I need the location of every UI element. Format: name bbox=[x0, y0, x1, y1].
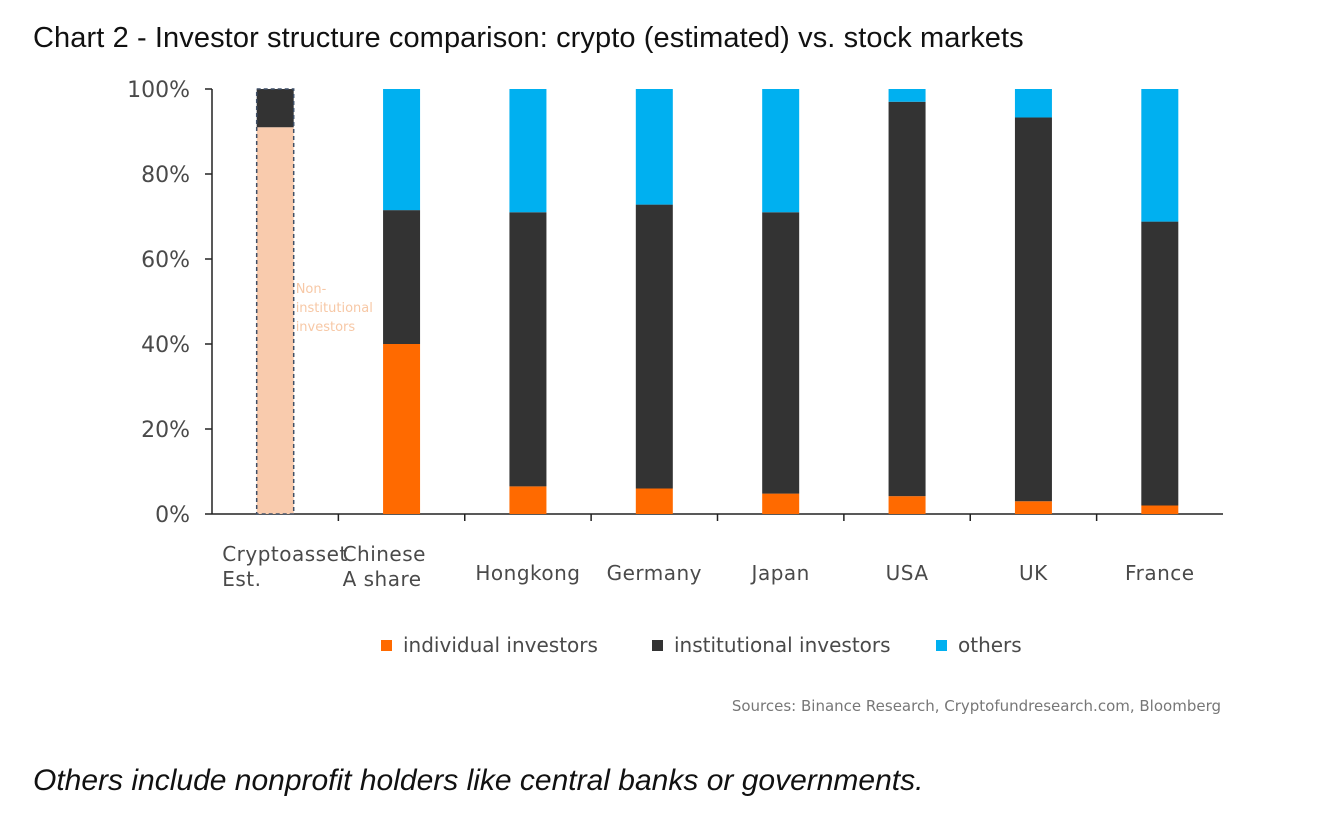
legend-label: others bbox=[958, 633, 1022, 657]
legend-swatch-institutional bbox=[652, 640, 663, 651]
x-tick-label: Japan bbox=[750, 561, 810, 585]
x-tick-label: France bbox=[1125, 561, 1195, 585]
legend-swatch-others bbox=[936, 640, 947, 651]
y-tick-label: 80% bbox=[141, 163, 190, 188]
legend-label: individual investors bbox=[403, 633, 598, 657]
bar-segment-others bbox=[762, 89, 800, 213]
y-tick-label: 100% bbox=[127, 78, 190, 103]
bar-segment-individual bbox=[509, 486, 547, 514]
chart-title: Chart 2 - Investor structure comparison:… bbox=[33, 22, 1024, 54]
bar-segment-institutional bbox=[1014, 117, 1052, 502]
legend-label: institutional investors bbox=[674, 633, 891, 657]
bar-segment-others bbox=[888, 89, 926, 102]
bar-segment-individual bbox=[1014, 501, 1052, 514]
bar-segment-institutional bbox=[1141, 221, 1179, 506]
bars bbox=[255, 88, 1179, 515]
chart-source: Sources: Binance Research, Cryptofundres… bbox=[732, 697, 1221, 715]
x-tick-label: Chinese bbox=[343, 542, 426, 566]
bar-segment-institutional bbox=[509, 212, 547, 487]
chart-caption: Others include nonprofit holders like ce… bbox=[33, 764, 924, 797]
bar-crypto-institutional bbox=[256, 89, 294, 128]
x-tick-label: UK bbox=[1019, 561, 1048, 585]
y-tick-label: 0% bbox=[155, 503, 190, 528]
bar-segment-others bbox=[1014, 89, 1052, 118]
y-axis: 0% 20% 40% 60% 80% 100% bbox=[127, 78, 213, 528]
x-tick-label: A share bbox=[343, 567, 422, 591]
bar-crypto-non-institutional bbox=[256, 127, 294, 514]
bar-segment-others bbox=[635, 89, 673, 205]
crypto-annotation: Non-institutional investors bbox=[296, 282, 373, 335]
y-tick-label: 20% bbox=[141, 418, 190, 443]
legend-swatch-individual bbox=[381, 640, 392, 651]
x-tick-label: Cryptoasset bbox=[222, 542, 348, 566]
bar-segment-individual bbox=[762, 493, 800, 514]
x-tick-label: Germany bbox=[607, 561, 702, 585]
annotation-line: investors bbox=[296, 320, 356, 335]
bar-segment-individual bbox=[635, 488, 673, 514]
bar-segment-institutional bbox=[888, 101, 926, 497]
bar-segment-others bbox=[1141, 89, 1179, 222]
y-tick-label: 40% bbox=[141, 333, 190, 358]
bar-segment-institutional bbox=[635, 204, 673, 489]
bar-segment-individual bbox=[888, 496, 926, 514]
bar-segment-institutional bbox=[762, 212, 800, 494]
bar-segment-others bbox=[383, 89, 421, 211]
x-tick-label: USA bbox=[886, 561, 929, 585]
x-tick-label: Est. bbox=[222, 567, 261, 591]
annotation-line: institutional bbox=[296, 301, 373, 316]
x-tick-label: Hongkong bbox=[475, 561, 580, 585]
legend: individual investors institutional invest… bbox=[381, 633, 1022, 657]
bar-segment-individual bbox=[383, 344, 421, 514]
bar-segment-others bbox=[509, 89, 547, 213]
bar-segment-individual bbox=[1141, 505, 1179, 514]
bar-segment-institutional bbox=[383, 210, 421, 344]
y-tick-label: 60% bbox=[141, 248, 190, 273]
annotation-line: Non- bbox=[296, 282, 327, 297]
